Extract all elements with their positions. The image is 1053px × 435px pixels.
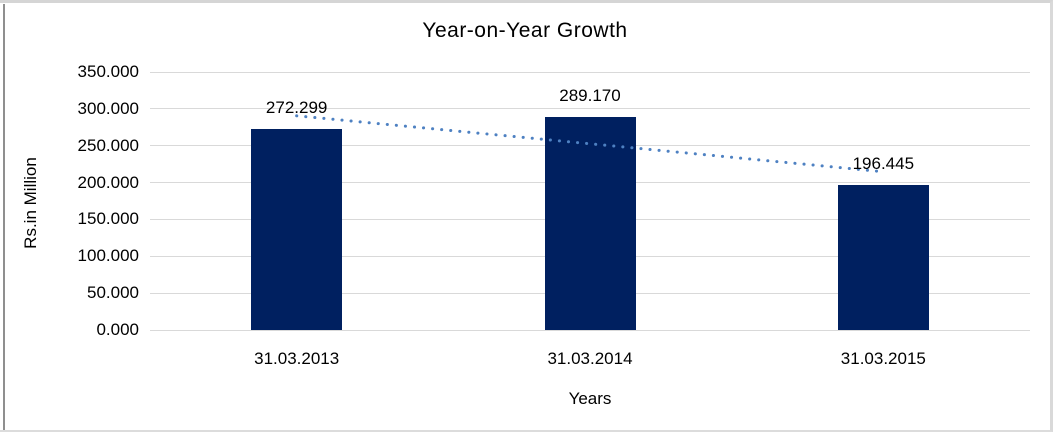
x-axis-title: Years [568, 389, 612, 408]
y-tick-label: 350.000 [77, 62, 139, 81]
y-tick-label: 100.000 [77, 246, 139, 266]
y-tick-label: 0.000 [96, 320, 139, 339]
bar-value-label: 196.445 [852, 154, 915, 174]
bar [837, 185, 929, 330]
chart-title: Year-on-Year Growth [422, 19, 628, 42]
bar [251, 129, 343, 330]
x-tick-label: 31.03.2015 [840, 349, 926, 368]
bar-value-label: 272.299 [265, 98, 328, 118]
y-axis-title: Rs.in Million [21, 157, 40, 249]
y-tick-label: 200.000 [77, 172, 139, 192]
x-tick-label: 31.03.2014 [547, 349, 633, 368]
bar-value-label: 289.170 [559, 85, 621, 105]
frame-left-border [3, 4, 5, 430]
y-tick-label: 50.000 [87, 283, 139, 303]
bar [544, 116, 636, 330]
y-gridline [150, 329, 1030, 331]
y-tick-label: 250.000 [77, 135, 139, 155]
y-tick-label: 150.000 [77, 209, 139, 229]
y-tick-label: 300.000 [77, 98, 139, 118]
y-gridline [150, 71, 1030, 73]
x-tick-label: 31.03.2013 [254, 349, 340, 368]
y-gridline [150, 108, 1030, 110]
